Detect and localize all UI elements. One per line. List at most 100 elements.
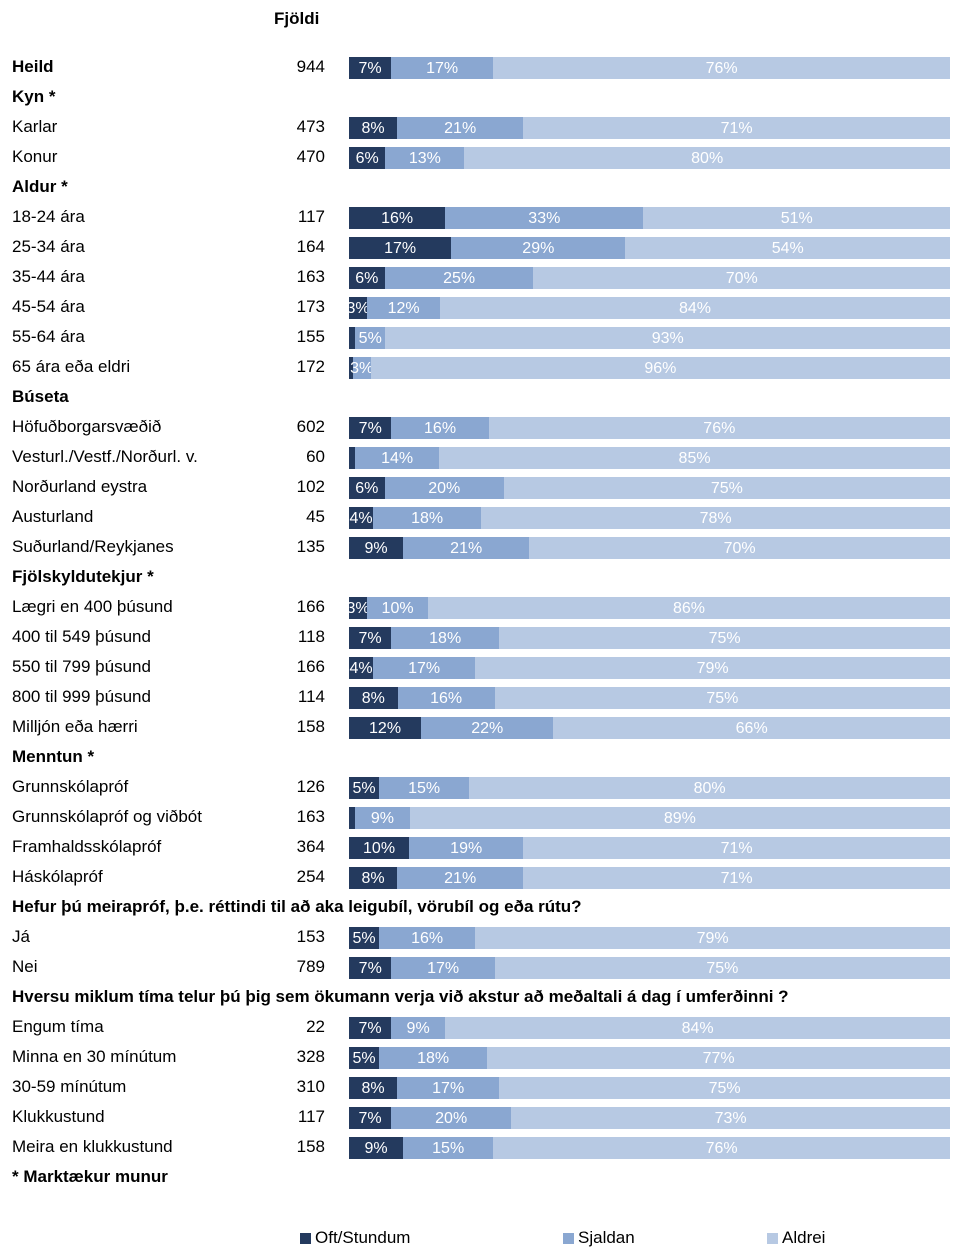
bar-segment-sjaldan [409, 837, 524, 859]
row-label: Minna en 30 mínútum [12, 1047, 177, 1066]
bar-segment-oft-stundum [349, 1107, 392, 1129]
data-row: Heild 944 7% 17% 76% [0, 53, 959, 83]
data-row: Minna en 30 mínútum 328 5% 18% 77% [0, 1043, 959, 1073]
stacked-bar: 14% 85% [349, 447, 950, 469]
row-label: Höfuðborgarsvæðið [12, 417, 162, 436]
row-label: Austurland [12, 507, 94, 526]
data-label: 8% [361, 1080, 385, 1097]
bar-segment-sjaldan [367, 597, 428, 619]
data-label: 21% [444, 870, 477, 887]
stacked-bar: 8% 21% 71% [349, 117, 950, 139]
data-label: 6% [355, 150, 379, 167]
group-header-row: Kyn * [0, 83, 959, 113]
row-count: 602 [296, 417, 325, 436]
group-header-label: Menntun * [12, 747, 95, 766]
stacked-bar: 7% 9% 84% [349, 1017, 950, 1039]
data-label: 25% [443, 270, 476, 287]
bar-segment-oft-stundum [349, 1047, 380, 1069]
row-label: Lægri en 400 þúsund [12, 597, 173, 616]
bar-segment-oft-stundum [349, 267, 385, 289]
data-label: 75% [708, 1080, 741, 1097]
stacked-bar: 7% 17% 75% [349, 957, 950, 979]
bar-segment-oft-stundum [349, 237, 452, 259]
row-count: 118 [297, 627, 325, 646]
data-label: 7% [358, 630, 382, 647]
bar-segment-sjaldan [451, 237, 626, 259]
bar-segment-oft-stundum [349, 297, 368, 319]
bar-segment-oft-stundum [349, 1137, 404, 1159]
data-label: 3% [350, 360, 374, 377]
group-header-row: Hversu miklum tíma telur þú þig sem ökum… [0, 983, 959, 1013]
bar-segment-aldrei [475, 657, 950, 679]
data-label: 78% [699, 510, 732, 527]
legend-label: Oft/Stundum [315, 1228, 411, 1247]
stacked-bar: 4% 18% 78% [349, 507, 950, 529]
bar-segment-aldrei [488, 417, 950, 439]
stacked-bar: 7% 17% 76% [349, 57, 950, 79]
bar-segment-sjaldan [355, 807, 410, 829]
bar-segment-oft-stundum [349, 657, 374, 679]
group-header-label: Búseta [12, 387, 69, 406]
row-count: 126 [296, 777, 325, 796]
row-count: 789 [296, 957, 325, 976]
stacked-bar: 9% 89% [349, 807, 950, 829]
stacked-bar: 17% 29% 54% [349, 237, 950, 259]
data-label: 79% [696, 930, 729, 947]
data-label: 3% [346, 600, 370, 617]
bar-segment-aldrei [511, 1107, 950, 1129]
bar-segment-aldrei [499, 627, 950, 649]
bar-segment-sjaldan [403, 537, 530, 559]
bar-segment-sjaldan [391, 57, 494, 79]
data-label: 17% [384, 240, 417, 257]
data-label: 21% [450, 540, 483, 557]
data-row: Já 153 5% 16% 79% [0, 923, 959, 953]
row-count: 102 [296, 477, 325, 496]
data-label: 76% [705, 60, 738, 77]
bar-segment-aldrei [503, 477, 950, 499]
data-label: 20% [428, 480, 461, 497]
row-label: Karlar [12, 117, 58, 136]
row-label: Já [12, 927, 30, 946]
bar-segment-oft-stundum [349, 147, 386, 169]
row-label: 18-24 ára [12, 207, 85, 226]
bar-segment-sjaldan [373, 507, 482, 529]
bar-segment-oft-stundum [349, 927, 380, 949]
bar-segment-aldrei [493, 57, 950, 79]
bar-segment-aldrei [533, 267, 950, 289]
data-label: 86% [672, 600, 705, 617]
bar-segment-aldrei [523, 117, 950, 139]
bar-segment-oft-stundum [349, 597, 368, 619]
data-row: 45-54 ára 173 3% 12% 84% [0, 293, 959, 323]
row-label: Framhaldsskólapróf [12, 837, 162, 856]
data-label: 6% [355, 480, 379, 497]
row-label: 35-44 ára [12, 267, 85, 286]
row-count: 117 [297, 207, 325, 226]
data-label: 70% [723, 540, 756, 557]
bar-segment-aldrei [523, 867, 950, 889]
data-label: 17% [408, 660, 441, 677]
bar-segment-aldrei [494, 957, 950, 979]
data-label: 7% [358, 420, 382, 437]
row-label: Norðurland eystra [12, 477, 148, 496]
bar-segment-aldrei [493, 1137, 950, 1159]
data-label: 71% [720, 120, 753, 137]
data-label: 80% [691, 150, 724, 167]
bar-segment-sjaldan [391, 957, 495, 979]
stacked-bar: 3% 12% 84% [347, 297, 950, 319]
data-label: 16% [411, 930, 444, 947]
data-label: 17% [426, 60, 459, 77]
row-count: 114 [297, 687, 325, 706]
bar-segment-oft-stundum [349, 327, 356, 349]
data-label: 80% [693, 780, 726, 797]
stacked-bar: 5% 16% 79% [349, 927, 950, 949]
data-label: 79% [696, 660, 729, 677]
bar-segment-aldrei [487, 1047, 950, 1069]
row-count: 153 [296, 927, 325, 946]
data-label: 71% [720, 870, 753, 887]
data-label: 7% [358, 960, 382, 977]
group-header-label: * Marktækur munur [12, 1167, 168, 1186]
row-count: 328 [296, 1047, 325, 1066]
data-label: 20% [435, 1110, 468, 1127]
stacked-bar: 7% 16% 76% [349, 417, 950, 439]
